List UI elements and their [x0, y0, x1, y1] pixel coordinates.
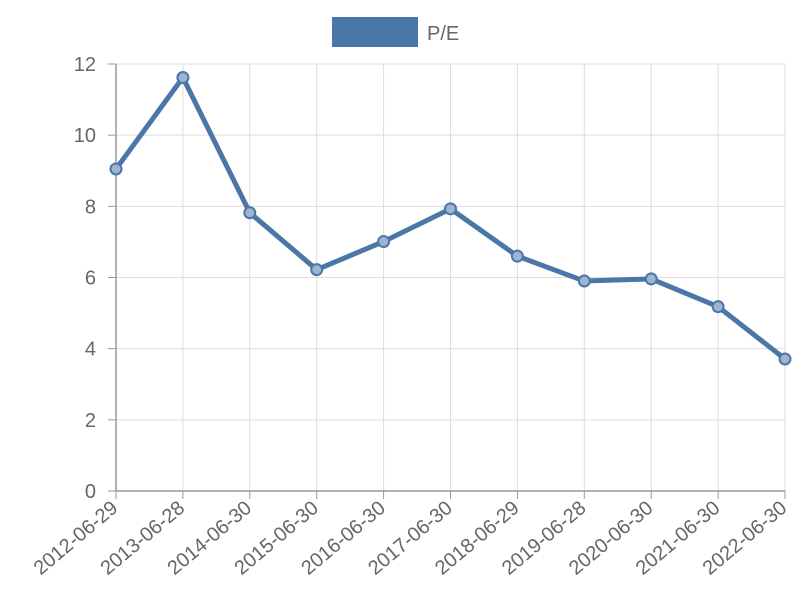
legend[interactable]: P/E: [332, 17, 459, 47]
data-point[interactable]: [644, 272, 658, 286]
y-axis-ticks: 0 2 4 6 8 10 12: [74, 54, 116, 503]
y-tick-label: 12: [74, 54, 96, 76]
x-axis-ticks: 2012-06-292013-06-282014-06-302015-06-30…: [30, 491, 791, 580]
data-point[interactable]: [243, 206, 257, 220]
data-point[interactable]: [377, 235, 391, 249]
legend-swatch: [332, 17, 418, 47]
legend-label: P/E: [427, 23, 459, 45]
series-layer: [109, 71, 792, 366]
data-point[interactable]: [778, 352, 792, 366]
data-point[interactable]: [510, 249, 524, 263]
data-point[interactable]: [711, 300, 725, 314]
data-point[interactable]: [176, 71, 190, 85]
data-point[interactable]: [310, 263, 324, 277]
y-tick-label: 8: [85, 196, 96, 218]
data-point[interactable]: [577, 274, 591, 288]
grid-lines: [116, 63, 786, 491]
y-tick-label: 4: [85, 339, 96, 361]
data-point[interactable]: [444, 202, 457, 216]
y-tick-label: 0: [85, 481, 96, 503]
y-tick-label: 2: [85, 410, 96, 432]
data-point[interactable]: [109, 162, 123, 176]
y-tick-label: 10: [74, 125, 96, 147]
y-tick-label: 6: [85, 268, 96, 290]
